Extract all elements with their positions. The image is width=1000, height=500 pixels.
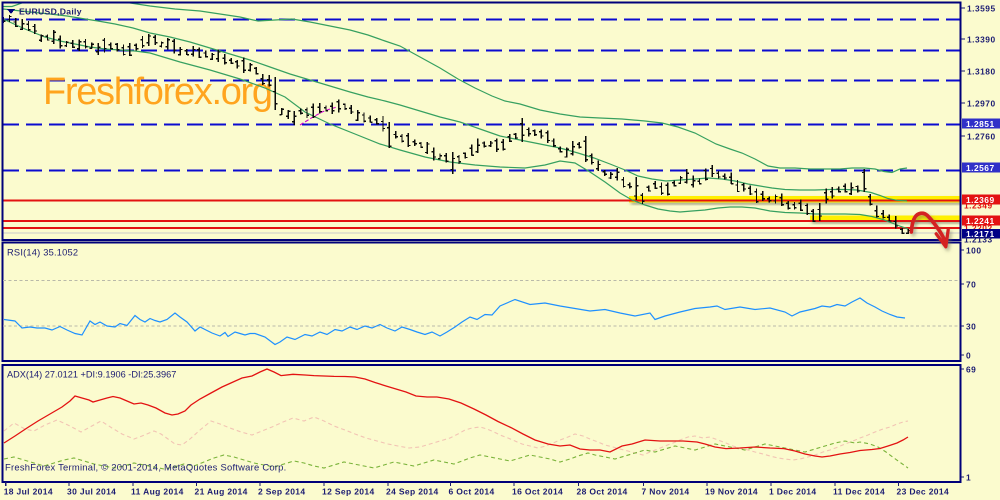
svg-text:1.2851: 1.2851 [966,119,995,129]
svg-text:1.2349: 1.2349 [964,201,993,211]
svg-text:1.3390: 1.3390 [967,35,996,45]
svg-text:FreshForex Terminal, © 2001-20: FreshForex Terminal, © 2001-2014, MetaQu… [5,462,287,473]
svg-text:12 Sep 2014: 12 Sep 2014 [322,487,375,497]
svg-text:28 Oct 2014: 28 Oct 2014 [577,487,628,497]
svg-text:1.3180: 1.3180 [967,67,996,77]
svg-text:16 Oct 2014: 16 Oct 2014 [512,487,563,497]
svg-text:1.2760: 1.2760 [967,132,996,142]
svg-text:ADX(14) 27.0121 +DI:9.1906 -DI: ADX(14) 27.0121 +DI:9.1906 -DI:25.3967 [7,370,176,380]
svg-text:1.2171: 1.2171 [966,229,995,239]
svg-text:18 Jul 2014: 18 Jul 2014 [4,487,53,497]
svg-text:11 Aug 2014: 11 Aug 2014 [131,487,184,497]
svg-text:30: 30 [966,322,976,332]
svg-text:7 Nov 2014: 7 Nov 2014 [642,487,690,497]
svg-text:6 Oct 2014: 6 Oct 2014 [449,487,495,497]
svg-text:RSI(14) 35.1052: RSI(14) 35.1052 [7,248,78,258]
svg-text:2 Sep 2014: 2 Sep 2014 [258,487,305,497]
svg-text:21 Aug 2014: 21 Aug 2014 [195,487,248,497]
svg-text:0: 0 [966,351,971,361]
svg-text:23 Dec 2014: 23 Dec 2014 [897,487,950,497]
svg-text:EURUSD,Daily: EURUSD,Daily [19,7,82,17]
svg-text:24 Sep 2014: 24 Sep 2014 [386,487,439,497]
svg-text:19 Nov 2014: 19 Nov 2014 [705,487,758,497]
svg-text:70: 70 [966,280,976,290]
svg-text:1.2133: 1.2133 [964,235,993,245]
svg-text:30 Jul 2014: 30 Jul 2014 [67,487,116,497]
svg-text:100: 100 [966,246,981,256]
svg-text:1.2241: 1.2241 [966,216,995,226]
svg-text:1.3595: 1.3595 [967,4,996,14]
svg-text:69: 69 [966,365,976,375]
svg-text:1.2369: 1.2369 [966,195,995,205]
svg-text:1.2567: 1.2567 [966,163,995,173]
svg-text:1 Dec 2014: 1 Dec 2014 [769,487,816,497]
svg-text:1.2970: 1.2970 [967,99,996,109]
svg-text:Freshforex.org: Freshforex.org [43,71,273,113]
svg-text:1.2202: 1.2202 [964,223,993,233]
svg-text:1: 1 [966,473,971,483]
svg-text:11 Dec 2014: 11 Dec 2014 [833,487,885,497]
